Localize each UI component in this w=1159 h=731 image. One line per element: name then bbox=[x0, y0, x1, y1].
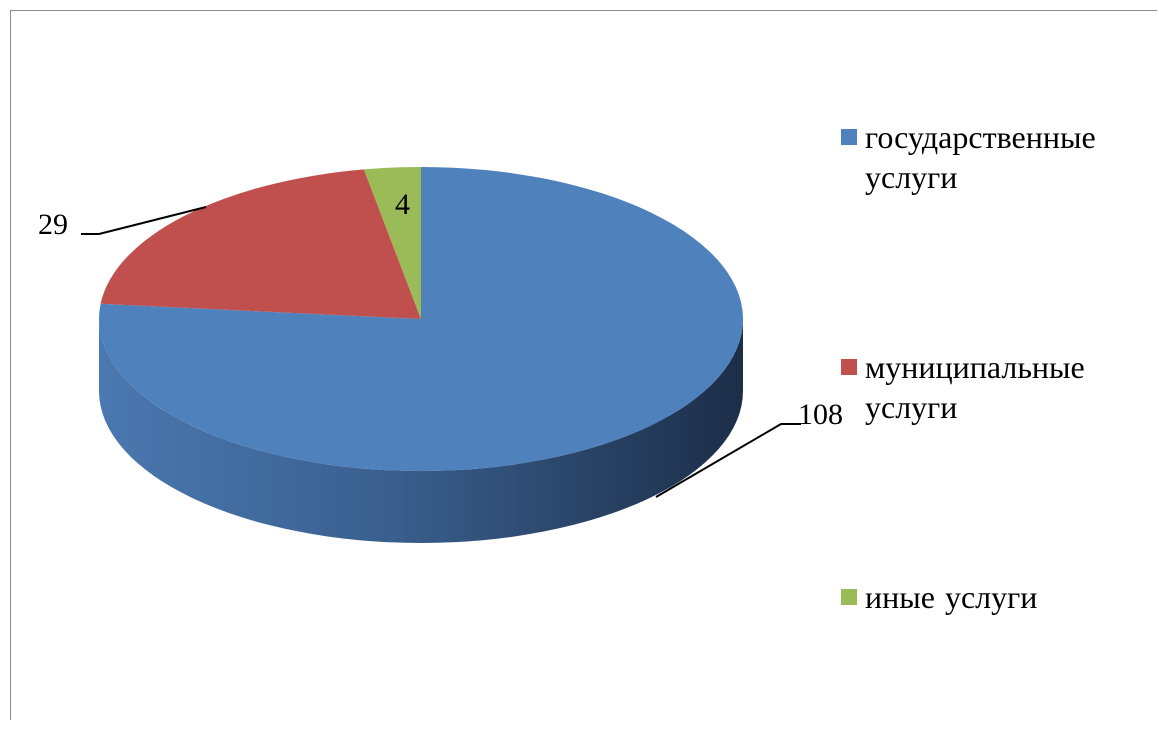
data-label-municipal-services: 29 bbox=[38, 208, 68, 241]
legend-swatch-other-services bbox=[841, 589, 857, 605]
pie-slice-state-services bbox=[98, 167, 744, 471]
legend-swatch-state-services bbox=[841, 129, 857, 145]
pie-leader-lines bbox=[81, 206, 801, 498]
leader-line-municipal-services bbox=[81, 206, 207, 235]
pie-slice-municipal-services bbox=[100, 169, 422, 319]
data-label-state-services: 108 bbox=[798, 398, 843, 431]
pie-slice-other-services bbox=[363, 167, 421, 319]
pie-data-labels: 108 29 4 bbox=[38, 188, 843, 431]
legend-item-state-services: государственные услуги bbox=[841, 117, 1151, 197]
pie-chart: 108 29 4 bbox=[38, 167, 843, 543]
pie-side-state-services bbox=[99, 319, 743, 543]
pie-tops bbox=[98, 167, 744, 471]
pie-sides bbox=[99, 319, 743, 543]
data-label-other-services: 4 bbox=[395, 188, 410, 221]
leader-line-state-services bbox=[655, 423, 801, 498]
legend-label-municipal-services: муниципальные услуги bbox=[865, 349, 1085, 425]
legend-item-municipal-services: муниципальные услуги bbox=[841, 347, 1151, 427]
legend-swatch-municipal-services bbox=[841, 359, 857, 375]
legend-label-other-services: иные услуги bbox=[865, 579, 1038, 615]
legend: государственные услуги муниципальные усл… bbox=[841, 11, 1151, 731]
legend-item-other-services: иные услуги bbox=[841, 577, 1151, 617]
chart-area: 108 29 4 государственные услуги муниципаль… bbox=[10, 10, 1157, 720]
legend-label-state-services: государственные услуги bbox=[865, 119, 1096, 195]
